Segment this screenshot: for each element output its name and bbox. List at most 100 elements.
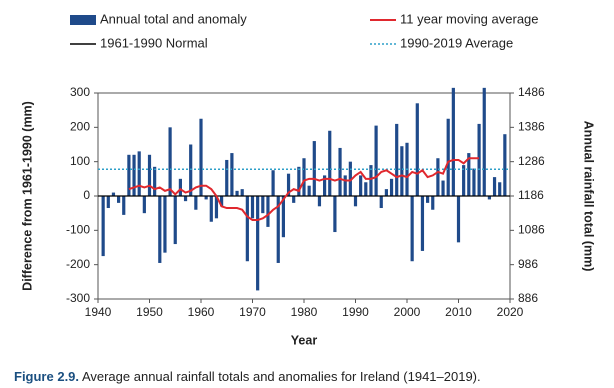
bar	[492, 177, 497, 196]
y2-tick-label: 1286	[518, 154, 545, 168]
bar	[369, 165, 373, 196]
bar	[245, 196, 249, 262]
bar	[111, 192, 116, 196]
bar	[199, 118, 203, 196]
bar	[436, 158, 440, 196]
caption-text: Average annual rainfall totals and anoma…	[82, 369, 481, 384]
bar	[158, 196, 162, 263]
bar	[214, 196, 219, 219]
x-tick-label: 1990	[342, 305, 369, 319]
bar	[142, 196, 146, 214]
bar	[220, 196, 224, 207]
bar	[364, 182, 368, 196]
bar	[317, 196, 322, 207]
bar	[395, 123, 399, 196]
bar	[137, 151, 141, 196]
bar	[250, 196, 255, 219]
moving-average-line	[128, 157, 480, 222]
bar	[426, 196, 430, 203]
bar	[359, 175, 363, 196]
y-axis-label: Difference from 1961-1990 (mm)	[20, 101, 34, 291]
bar	[127, 154, 131, 196]
y2-tick-label: 1386	[518, 120, 545, 134]
x-tick-label: 1960	[188, 305, 215, 319]
bar	[410, 196, 414, 262]
bar	[333, 196, 337, 233]
bar	[132, 154, 136, 196]
bar	[302, 158, 306, 196]
y-tick-label: 200	[70, 120, 90, 134]
bar	[292, 196, 296, 203]
y-tick-label: 0	[83, 188, 90, 202]
y-tick-label: 300	[70, 85, 90, 99]
bar	[271, 170, 275, 196]
bar	[117, 196, 121, 203]
caption-label: Figure 2.9.	[14, 369, 79, 384]
bar	[261, 196, 265, 214]
bar	[503, 134, 507, 196]
legend-label: Annual total and anomaly	[100, 11, 247, 26]
x-axis-label: Year	[291, 333, 318, 347]
bar	[204, 196, 208, 200]
bar	[498, 182, 502, 196]
bar	[256, 196, 260, 291]
bar	[379, 196, 383, 209]
bar	[297, 166, 301, 196]
x-tick-label: 2000	[394, 305, 421, 319]
bar	[323, 175, 327, 196]
x-tick-label: 1970	[239, 305, 266, 319]
bar	[189, 144, 193, 196]
y2-tick-label: 1186	[518, 188, 544, 202]
x-tick-label: 1950	[136, 305, 163, 319]
bar	[240, 189, 244, 196]
legend-label: 1990-2019 Average	[400, 35, 513, 50]
legend-label: 11 year moving average	[400, 11, 539, 26]
bar	[183, 196, 188, 202]
bar	[101, 196, 105, 257]
bar	[266, 196, 270, 227]
bar	[343, 175, 347, 196]
bar	[467, 153, 471, 196]
bar	[415, 103, 419, 196]
y2-tick-label: 1086	[518, 223, 545, 237]
bar	[456, 196, 461, 243]
bar	[353, 196, 358, 207]
bar	[235, 190, 239, 196]
bar	[286, 173, 291, 196]
legend-swatch	[70, 15, 96, 25]
bar	[374, 125, 378, 196]
bar	[194, 196, 198, 210]
bar	[477, 123, 481, 196]
caption: Figure 2.9. Average annual rainfall tota…	[14, 369, 481, 384]
bar	[446, 118, 450, 196]
x-tick-label: 1980	[291, 305, 318, 319]
bar	[441, 180, 445, 196]
bar	[281, 196, 285, 238]
y-tick-label: 100	[70, 154, 90, 168]
x-tick-label: 2020	[497, 305, 524, 319]
bar	[482, 87, 486, 196]
bar	[307, 185, 311, 196]
bar	[462, 165, 466, 196]
bar	[400, 146, 404, 196]
y-tick-label: -300	[66, 291, 90, 305]
bar	[147, 154, 152, 196]
bar	[328, 130, 332, 196]
y2-tick-label: 886	[518, 291, 538, 305]
bar	[163, 196, 167, 253]
bar	[276, 196, 280, 263]
bar	[230, 153, 234, 196]
bar	[384, 189, 388, 196]
bar	[168, 127, 172, 196]
bar	[153, 166, 157, 196]
y-tick-label: -100	[66, 223, 90, 237]
y2-tick-label: 1486	[518, 85, 545, 99]
bar	[173, 196, 177, 245]
y2-axis-label: Annual rainfall total (mm)	[582, 121, 596, 272]
x-tick-label: 1940	[85, 305, 112, 319]
bar	[106, 196, 110, 209]
bar	[348, 161, 352, 196]
bar	[487, 196, 491, 200]
